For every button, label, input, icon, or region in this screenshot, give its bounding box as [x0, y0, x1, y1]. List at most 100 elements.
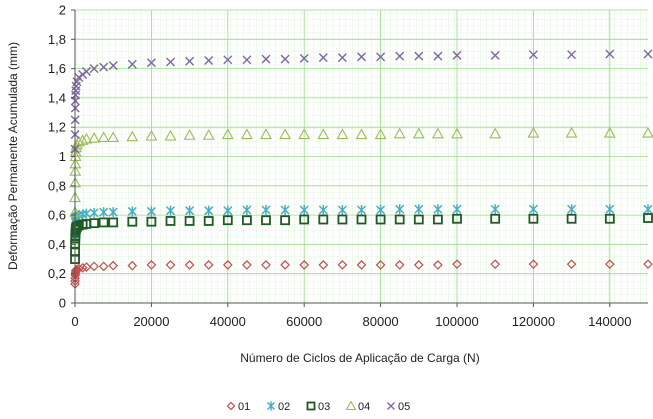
data-point-04: [317, 128, 330, 140]
data-point-02: [165, 205, 176, 216]
data-point-05: [185, 56, 195, 66]
y-tick-label: 0: [59, 296, 66, 311]
data-point-05: [318, 53, 328, 63]
data-point-05: [414, 51, 424, 61]
data-point-04: [374, 128, 387, 140]
legend-item-02: 02: [266, 401, 290, 413]
legend-label: 01: [238, 401, 250, 413]
y-axis-title: Deformação Permanente Acumulada (mm): [6, 42, 20, 270]
data-point-02: [318, 204, 328, 215]
data-point-05: [81, 67, 91, 77]
data-point-01: [280, 260, 290, 270]
data-point-05: [204, 56, 214, 66]
data-point-04: [393, 127, 406, 139]
data-point-04: [355, 128, 368, 140]
data-point-01: [433, 260, 443, 270]
data-point-05: [89, 64, 99, 74]
data-point-04: [221, 128, 234, 140]
data-point-01: [413, 260, 424, 270]
data-point-02: [299, 204, 309, 215]
legend-marker-01: [226, 401, 236, 411]
data-point-04: [88, 132, 101, 143]
data-point-01: [184, 260, 195, 270]
data-point-02: [146, 206, 156, 217]
data-point-04: [240, 128, 253, 140]
data-point-01: [375, 260, 386, 270]
data-point-02: [280, 204, 290, 215]
data-point-03: [413, 214, 424, 225]
data-point-03: [89, 218, 99, 229]
data-point-03: [356, 214, 367, 225]
data-point-04: [202, 129, 215, 140]
data-point-03: [394, 214, 405, 225]
y-tick-label: 0,2: [48, 266, 66, 281]
data-point-01: [222, 260, 233, 270]
data-point-03: [146, 216, 157, 227]
data-point-01: [261, 260, 271, 270]
data-point-01: [73, 263, 84, 274]
data-point-05: [146, 58, 156, 68]
data-point-04: [76, 134, 89, 145]
data-point-01: [604, 259, 615, 270]
data-point-03: [299, 214, 310, 225]
data-point-01: [452, 259, 462, 270]
data-point-04: [164, 129, 177, 141]
data-point-01: [81, 262, 92, 272]
data-point-01: [127, 260, 138, 271]
x-tick-label: 40000: [210, 314, 246, 329]
data-point-02: [395, 204, 405, 215]
y-tick-label: 1,4: [48, 90, 66, 105]
data-point-03: [222, 215, 233, 226]
data-point-01: [98, 261, 109, 272]
legend-label: 05: [398, 401, 410, 413]
x-tick-label: 100000: [435, 314, 478, 329]
data-point-02: [89, 207, 99, 218]
y-tick-label: 1: [59, 149, 66, 164]
data-point-04: [97, 131, 110, 143]
data-point-03: [490, 213, 501, 224]
data-point-03: [566, 213, 577, 224]
data-point-05: [376, 52, 386, 62]
data-point-05: [127, 59, 137, 69]
series-05: [70, 49, 653, 154]
x-tick-label: 80000: [363, 314, 399, 329]
y-tick-label: 0,4: [48, 237, 66, 252]
data-point-02: [204, 205, 214, 216]
data-point-01: [566, 259, 577, 270]
major-gridlines: [75, 9, 648, 303]
series-04: [69, 126, 653, 217]
x-tick-label: 120000: [512, 314, 555, 329]
data-point-01: [299, 260, 310, 270]
data-point-04: [642, 126, 653, 138]
data-point-05: [605, 49, 615, 59]
y-tick-label: 2: [59, 3, 66, 18]
data-point-01: [528, 259, 539, 270]
legend-marker-05: [387, 402, 395, 410]
data-point-03: [184, 216, 195, 226]
data-point-04: [145, 129, 158, 141]
data-point-02: [376, 204, 386, 215]
x-tick-label: 140000: [588, 314, 631, 329]
data-point-04: [431, 127, 444, 139]
y-tick-labels: 0 0,2 0,4 0,6 0,8 1 1,2 1,4 1,6 1,8 2: [48, 3, 75, 311]
data-point-05: [643, 49, 653, 59]
data-point-01: [146, 260, 157, 270]
data-point-05: [166, 57, 175, 67]
data-point-05: [99, 62, 109, 72]
data-point-02: [567, 204, 577, 215]
data-point-05: [490, 50, 500, 60]
data-point-04: [565, 126, 578, 138]
data-point-03: [337, 214, 348, 225]
data-point-02: [490, 204, 500, 215]
data-point-05: [433, 51, 443, 61]
data-point-02: [452, 204, 462, 215]
data-point-03: [643, 213, 653, 223]
data-point-01: [318, 260, 329, 270]
data-point-02: [605, 204, 615, 215]
legend-item-01: 01: [226, 401, 250, 413]
data-point-01: [337, 260, 348, 270]
data-point-02: [528, 204, 538, 215]
data-point-01: [490, 259, 501, 270]
data-point-03: [452, 213, 462, 224]
data-point-02: [337, 204, 347, 215]
